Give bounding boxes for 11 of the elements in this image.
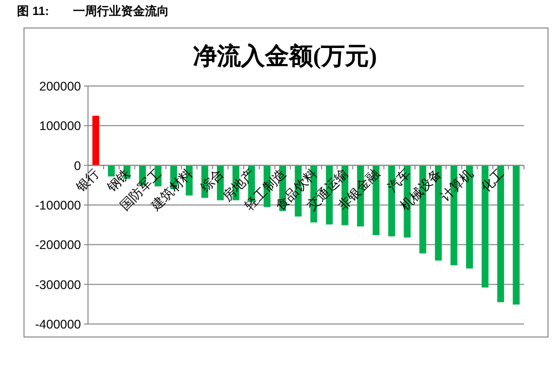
y-tick-label: -400000 <box>35 318 82 332</box>
y-tick-label: -300000 <box>35 278 82 292</box>
text: 一周行业资金流向 <box>73 4 169 18</box>
y-tick-label: -200000 <box>35 238 82 252</box>
y-tick-label: 0 <box>74 158 82 173</box>
x-tick-label: 化工 <box>478 166 507 195</box>
y-tick-label: -100000 <box>35 198 82 212</box>
caption: 图 11: <box>17 4 50 18</box>
y-tick-label: 100000 <box>39 119 82 134</box>
chart-title: 净流入金额(万元) <box>193 43 377 70</box>
y-tick-label: 200000 <box>39 80 82 94</box>
